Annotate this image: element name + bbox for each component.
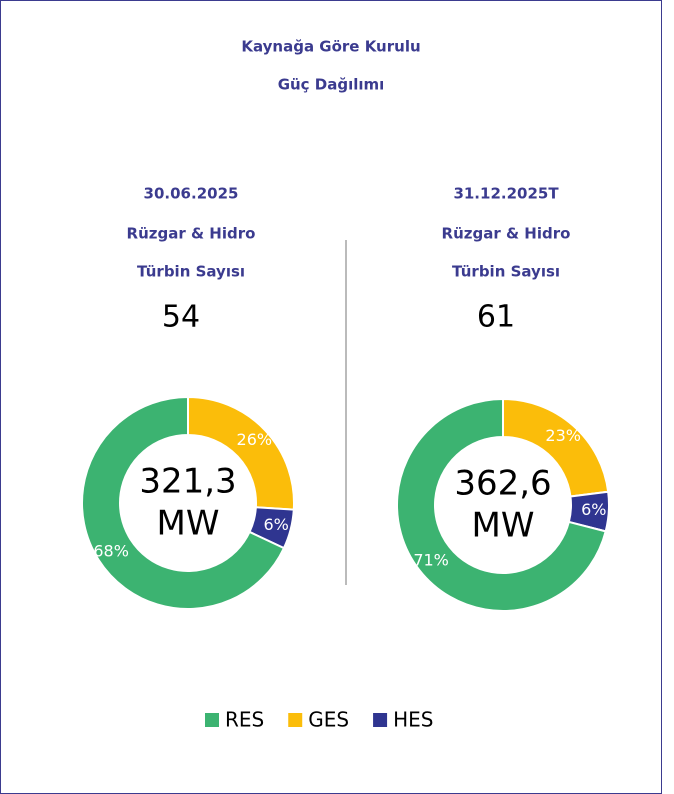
donut-slice: [396, 397, 607, 612]
panel-date: 31.12.2025T: [453, 185, 559, 203]
legend-swatch: [205, 713, 219, 727]
panel-date: 30.06.2025: [144, 185, 239, 203]
title: Kaynağa Göre Kurulu: [241, 38, 420, 56]
slice-label: 6%: [581, 500, 606, 519]
legend-swatch: [288, 713, 303, 727]
slice-label: 71%: [413, 550, 449, 569]
panel-subtitle: Türbin Sayısı: [137, 263, 245, 281]
center-unit: MW: [157, 504, 220, 544]
turbine-count: 61: [477, 300, 515, 335]
panel-subtitle: Rüzgar & Hidro: [127, 225, 256, 243]
title: Güç Dağılımı: [278, 76, 385, 94]
legend-label: HES: [393, 708, 433, 732]
turbine-count: 54: [162, 300, 200, 335]
center-value: 321,3: [139, 462, 236, 502]
legend-swatch: [373, 713, 388, 727]
panel-subtitle: Türbin Sayısı: [452, 263, 560, 281]
donut-slice: [81, 395, 286, 610]
slice-label: 68%: [93, 541, 129, 560]
slice-label: 26%: [237, 430, 273, 449]
panel-subtitle: Rüzgar & Hidro: [442, 225, 571, 243]
center-unit: MW: [472, 506, 535, 546]
slice-label: 23%: [545, 426, 581, 445]
center-value: 362,6: [454, 464, 551, 504]
slice-label: 6%: [263, 515, 288, 534]
legend-label: GES: [308, 708, 349, 732]
legend-label: RES: [225, 708, 264, 732]
